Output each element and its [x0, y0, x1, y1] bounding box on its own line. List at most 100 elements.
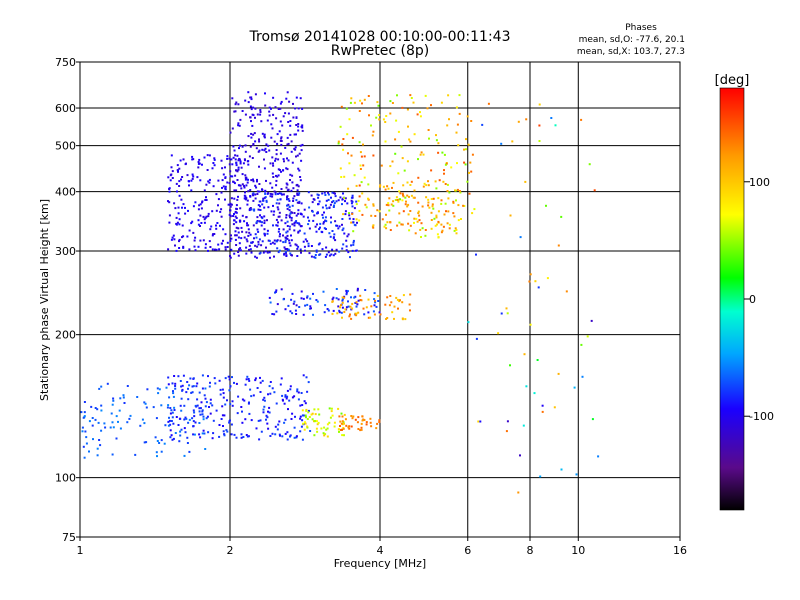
data-point: [431, 203, 434, 206]
data-point: [340, 304, 342, 307]
data-point: [220, 242, 223, 245]
data-point: [232, 145, 235, 148]
data-point: [238, 248, 240, 251]
data-point: [373, 304, 376, 307]
data-point: [288, 225, 291, 228]
data-point: [221, 167, 224, 170]
data-point: [325, 204, 327, 207]
data-point: [284, 241, 287, 244]
data-point: [289, 435, 291, 438]
data-point: [156, 387, 159, 390]
data-point: [83, 401, 86, 403]
data-point: [186, 381, 189, 383]
data-point: [224, 377, 227, 380]
data-point: [419, 111, 421, 114]
data-point: [271, 127, 274, 130]
data-point: [337, 140, 340, 143]
colorbar-tick-label: -100: [749, 410, 774, 423]
data-point: [249, 388, 252, 391]
data-point: [553, 406, 556, 409]
data-point: [334, 252, 337, 255]
data-point: [264, 190, 267, 193]
data-point: [228, 421, 231, 424]
data-point: [94, 418, 97, 421]
data-point: [235, 221, 238, 224]
data-point: [239, 247, 242, 250]
data-point: [192, 409, 195, 412]
data-point: [339, 420, 342, 423]
data-point: [299, 144, 302, 147]
data-point: [255, 221, 258, 224]
data-point: [302, 297, 305, 300]
data-point: [166, 406, 169, 409]
data-point: [434, 224, 437, 227]
data-point: [286, 395, 289, 398]
data-point: [139, 424, 142, 427]
data-point: [301, 107, 304, 110]
data-point: [348, 425, 351, 428]
data-point: [276, 206, 279, 209]
data-point: [243, 236, 246, 239]
data-point: [538, 103, 541, 106]
data-point: [322, 216, 324, 219]
data-point: [581, 375, 584, 378]
data-point: [207, 375, 209, 378]
data-point: [180, 198, 183, 201]
data-point: [385, 203, 388, 206]
data-point: [177, 170, 179, 173]
data-point: [285, 167, 288, 170]
data-point: [466, 180, 469, 183]
data-point: [231, 97, 234, 100]
data-point: [212, 419, 215, 422]
data-point: [275, 184, 278, 187]
data-point: [265, 418, 267, 421]
data-point: [323, 434, 326, 437]
data-point: [198, 204, 201, 207]
data-point: [199, 436, 202, 439]
data-point: [341, 218, 344, 220]
data-point: [342, 192, 344, 195]
data-point: [235, 211, 238, 214]
data-point: [324, 304, 327, 307]
data-point: [241, 421, 244, 424]
data-point: [309, 430, 312, 432]
data-point: [328, 254, 331, 257]
data-point: [208, 154, 211, 157]
data-point: [263, 396, 266, 399]
data-point: [351, 417, 354, 420]
data-point: [357, 311, 360, 314]
data-point: [288, 399, 291, 402]
data-point: [211, 404, 214, 407]
data-point: [297, 107, 300, 110]
data-point: [266, 232, 269, 235]
data-point: [379, 313, 382, 316]
data-point: [286, 168, 289, 171]
data-point: [234, 174, 237, 177]
data-point: [186, 436, 189, 439]
data-point: [361, 102, 363, 105]
data-point: [168, 201, 171, 204]
data-point: [229, 202, 232, 205]
data-point: [193, 239, 196, 242]
x-tick-label: 8: [527, 544, 534, 557]
data-point: [273, 140, 276, 143]
data-point: [229, 215, 232, 218]
data-point: [343, 311, 346, 313]
data-point: [351, 136, 354, 139]
data-point: [365, 423, 368, 426]
data-point: [257, 150, 260, 153]
data-point: [259, 111, 262, 113]
data-point: [452, 200, 455, 203]
data-point: [351, 307, 354, 310]
data-point: [294, 415, 296, 418]
data-point: [275, 202, 278, 205]
data-point: [199, 214, 202, 217]
data-point: [258, 183, 261, 185]
data-point: [458, 94, 461, 97]
data-point: [392, 204, 395, 207]
data-point: [442, 225, 445, 228]
data-point: [326, 423, 329, 426]
data-point: [299, 417, 302, 420]
data-point: [399, 299, 401, 302]
